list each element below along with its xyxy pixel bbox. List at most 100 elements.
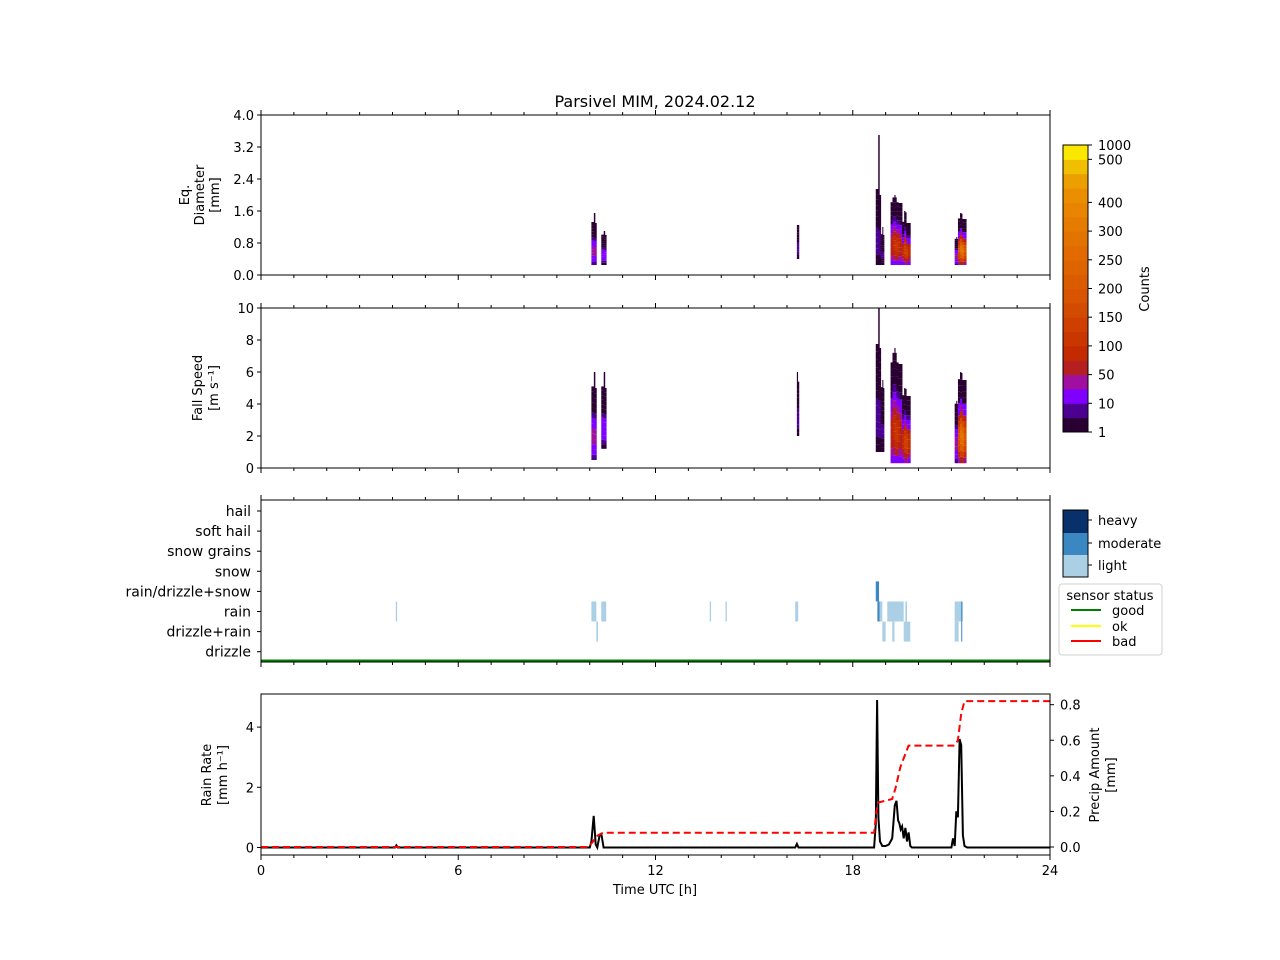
heatmap-cell [964, 238, 967, 242]
heatmap-cell [954, 246, 957, 249]
heatmap-cell [894, 250, 897, 256]
heatmap-cell [908, 444, 911, 449]
heatmap-cell [962, 391, 965, 398]
heatmap-cell [882, 227, 884, 235]
heatmap-cell [960, 213, 962, 214]
y2-tick-label: 0.0 [1060, 841, 1081, 856]
y-tick-label: 0 [246, 462, 254, 477]
heatmap-cell [591, 412, 595, 418]
heatmap-cell [875, 367, 879, 375]
fall-speed-heatmap [591, 308, 967, 464]
heatmap-cell [956, 257, 959, 260]
heatmap-cell [880, 258, 883, 261]
heatmap-cell [892, 415, 895, 424]
heatmap-cell [896, 229, 899, 234]
heatmap-cell [796, 401, 800, 405]
panel-precip-type: hail soft hail snow grains snow rain/drizzle… [126, 495, 1163, 667]
heatmap-cell [896, 391, 899, 399]
heatmap-cell [902, 243, 905, 247]
heatmap-cell [875, 210, 879, 217]
heatmap-cell [880, 433, 883, 439]
heatmap-cell [900, 229, 903, 234]
heatmap-cell [890, 260, 893, 265]
heatmap-cell [954, 250, 957, 252]
heatmap-cell [796, 246, 800, 250]
heatmap-cell [954, 450, 957, 455]
heatmap-cell [890, 206, 893, 212]
heatmap-cell [902, 246, 905, 250]
heatmap-cell [902, 252, 905, 256]
heatmap-cell [894, 226, 897, 232]
heatmap-cell [906, 223, 909, 226]
precip-type-block [961, 621, 963, 642]
heatmap-cell [880, 414, 883, 420]
heatmap-cell [954, 259, 957, 262]
heatmap-cell [904, 431, 907, 437]
heatmap-cell [892, 352, 895, 361]
heatmap-cell [875, 221, 879, 227]
heatmap-cell [796, 234, 800, 238]
heatmap-cell [591, 252, 595, 256]
heatmap-cell [591, 428, 595, 434]
heatmap-cell [964, 235, 967, 239]
precip-type-block [879, 601, 883, 622]
category-label: hail [226, 504, 251, 520]
heatmap-cell [900, 225, 903, 230]
heatmap-cell [900, 256, 903, 261]
heatmap-cell [601, 399, 605, 405]
heatmap-cell [898, 207, 901, 212]
heatmap-cell [904, 238, 907, 243]
heatmap-cell [957, 258, 961, 262]
heatmap-cell [900, 211, 903, 217]
heatmap-cell [896, 384, 899, 392]
heatmap-cell [875, 254, 879, 260]
heatmap-cell [902, 448, 905, 454]
heatmap-cell [601, 444, 605, 449]
heatmap-cell [898, 434, 901, 442]
heatmap-cell [603, 392, 607, 397]
colorbar-segment [1063, 231, 1088, 246]
heatmap-cell [908, 458, 911, 464]
precip-type-block [903, 621, 911, 642]
heatmap-cell [898, 371, 901, 379]
heatmap-cell [898, 449, 901, 457]
heatmap-cell [956, 250, 959, 252]
heatmap-cell [904, 219, 907, 224]
heatmap-cell [906, 247, 909, 250]
heatmap-cell [796, 225, 800, 228]
heatmap-cell [603, 444, 607, 449]
colorbar-segment [1063, 403, 1088, 419]
heatmap-cell [908, 238, 911, 241]
heatmap-cell [902, 458, 905, 464]
heatmap-cell [964, 245, 967, 249]
fall-speed-ylabel-line2: [m s⁻¹] [207, 365, 222, 411]
category-label: rain [224, 605, 251, 621]
heatmap-cell [603, 431, 607, 436]
heatmap-cell [875, 374, 879, 383]
heatmap-cell [902, 414, 905, 420]
heatmap-cell [964, 397, 967, 404]
heatmap-cell [964, 445, 967, 452]
heatmap-cell [593, 454, 597, 460]
heatmap-cell [954, 441, 957, 447]
heatmap-cell [796, 404, 800, 409]
rain-rate-line [261, 699, 1050, 851]
heatmap-cell [892, 202, 895, 208]
precip-type-block [395, 601, 398, 622]
heatmap-cell [892, 368, 895, 377]
colorbar-segment [1063, 374, 1088, 390]
heatmap-cell [960, 213, 963, 218]
heatmap-cell [880, 260, 883, 263]
heatmap-cell [906, 415, 909, 420]
heatmap-cell [902, 221, 905, 225]
heatmap-cell [904, 415, 907, 421]
heatmap-cell [894, 236, 897, 241]
status-label-bad: bad [1112, 635, 1136, 650]
precip-type-block [887, 601, 904, 622]
heatmap-cell [956, 242, 959, 245]
heatmap-cell [878, 200, 882, 205]
colorbar-segment [1063, 173, 1088, 189]
y-tick-label: 2.4 [233, 173, 254, 188]
heatmap-cell [875, 344, 879, 352]
heatmap-cell [894, 447, 897, 456]
